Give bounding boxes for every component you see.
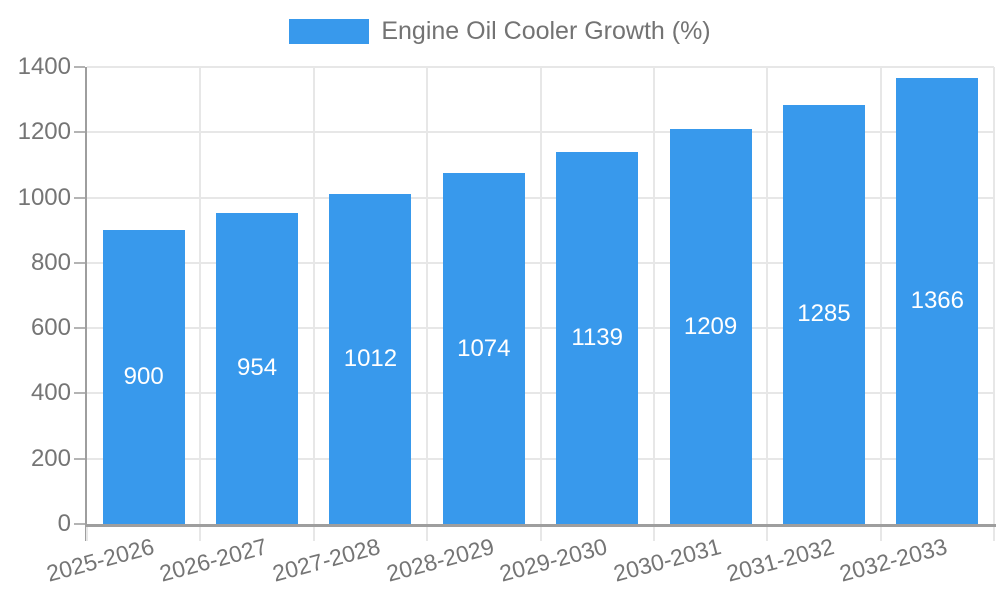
y-tick-label: 1400 [17,53,71,80]
y-tick [74,131,85,134]
y-tick-label: 600 [30,314,71,342]
bar-value-label: 1366 [910,287,964,315]
x-tick [993,527,995,541]
bar-value-label: 1285 [797,300,851,328]
bar-value-label: 900 [123,363,164,391]
bar-value-label: 1139 [571,324,623,352]
y-tick-label: 0 [57,510,71,537]
grid-line-vertical [879,67,882,524]
bar-value-label: 1074 [457,334,511,362]
grid-line-vertical [426,67,429,524]
legend-swatch-icon [289,19,370,44]
y-tick-label: 1000 [17,183,71,211]
y-tick [74,457,85,460]
grid-line-vertical [766,67,769,524]
bar-value-label: 954 [237,354,278,382]
legend-label: Engine Oil Cooler Growth (%) [381,17,711,45]
y-tick-label: 200 [30,444,71,472]
bar: 1074 [442,173,525,524]
x-tick [879,527,882,541]
plot-area: 0 200 400 600 800 1000 1200 1400 900 2025-2026 954… [18,53,996,587]
bar: 900 [102,230,185,524]
grid-line-vertical [539,67,542,524]
x-tick [426,527,429,541]
y-tick [74,196,85,199]
bar: 1139 [556,152,639,524]
y-tick-label: 400 [30,379,71,407]
bar: 1285 [782,104,865,524]
grid-line-vertical [312,67,315,524]
chart-legend[interactable]: Engine Oil Cooler Growth (%) [0,17,1000,46]
x-axis-line [85,524,996,527]
x-tick [766,527,769,541]
y-tick-label: 1200 [17,118,71,146]
y-tick [74,66,85,68]
x-tick [312,527,315,541]
grid-line-vertical [199,67,202,524]
x-tick [199,527,202,541]
y-axis-line [85,67,87,541]
y-tick [74,261,85,264]
x-tick [86,527,88,541]
bar: 1209 [669,129,752,524]
y-tick [74,392,85,395]
y-tick-label: 800 [30,248,71,276]
x-tick [539,527,542,541]
bar-value-label: 1209 [683,312,738,340]
x-tick [652,527,655,541]
bar-value-label: 1012 [343,344,398,372]
grid-line-vertical [652,67,655,524]
y-tick [74,327,85,330]
bar: 1366 [896,78,979,524]
y-tick [74,523,85,525]
bar: 1012 [329,193,412,524]
bar: 954 [216,212,299,524]
grid-line-vertical [993,67,995,524]
